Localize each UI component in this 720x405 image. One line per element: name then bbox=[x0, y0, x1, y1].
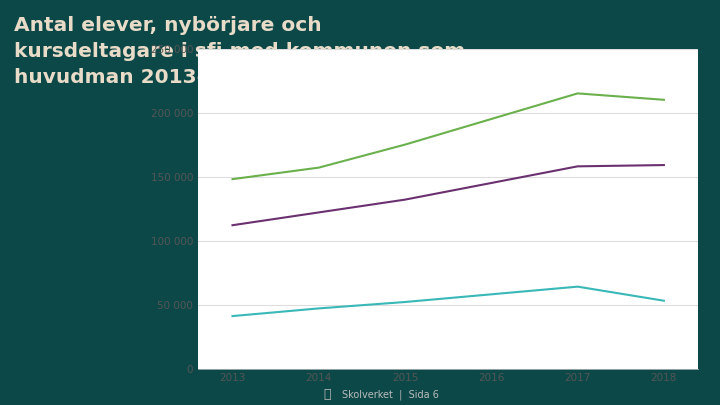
Text: Skolverket  |  Sida 6: Skolverket | Sida 6 bbox=[342, 389, 439, 400]
Legend: Elever, Nybörjare, Kursdeltagare: Elever, Nybörjare, Kursdeltagare bbox=[308, 401, 588, 405]
Text: Antal elever, nybörjare och
kursdeltagare i sfi med kommunen som
huvudman 2013–2: Antal elever, nybörjare och kursdeltagar… bbox=[14, 16, 466, 87]
Text: Ⓢ: Ⓢ bbox=[324, 388, 331, 401]
